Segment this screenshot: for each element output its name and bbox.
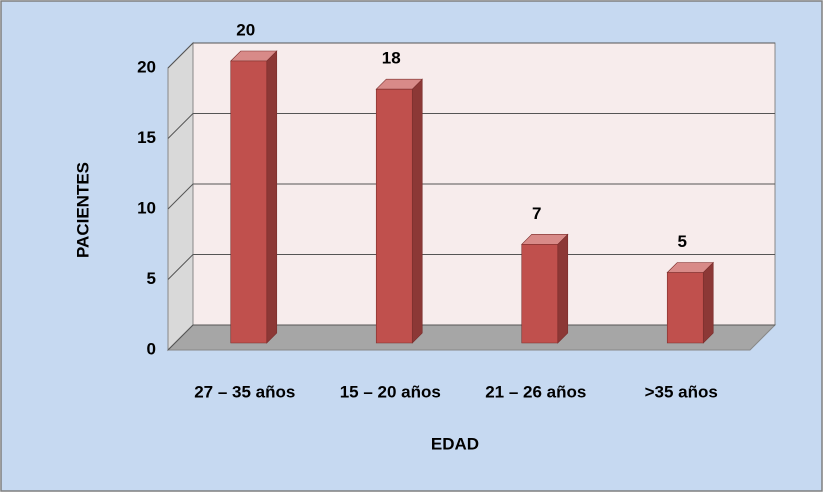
bar-front (666, 272, 704, 344)
x-tick-label: 21 – 26 años (485, 382, 586, 401)
data-label: 5 (678, 232, 687, 251)
y-axis-label: PACIENTES (73, 162, 92, 258)
bar-side (266, 50, 278, 344)
y-tick-label: 20 (137, 57, 156, 76)
bar-front (230, 60, 268, 344)
grid-line (167, 324, 775, 351)
bar-side (557, 233, 569, 344)
bar (521, 233, 569, 344)
bar-front (521, 244, 559, 344)
y-tick-label: 0 (147, 339, 156, 358)
bar-side (702, 261, 714, 344)
x-tick-label: 15 – 20 años (340, 382, 441, 401)
grid-line (167, 42, 775, 69)
grid-line (167, 254, 775, 280)
grid-line (167, 183, 775, 210)
data-label: 20 (236, 20, 255, 39)
grid-line (167, 113, 775, 139)
bar-side (411, 78, 423, 344)
x-axis-label: EDAD (431, 434, 479, 453)
y-tick-label: 15 (137, 128, 156, 147)
bar (375, 78, 423, 344)
y-tick-label: 10 (137, 198, 156, 217)
x-tick-label: >35 años (645, 382, 718, 401)
bar-front (375, 88, 413, 344)
x-tick-label: 27 – 35 años (194, 382, 295, 401)
data-label: 7 (532, 204, 541, 223)
data-label: 18 (382, 49, 401, 68)
bar (666, 261, 714, 344)
bar (230, 50, 278, 344)
y-tick-label: 5 (147, 269, 156, 288)
